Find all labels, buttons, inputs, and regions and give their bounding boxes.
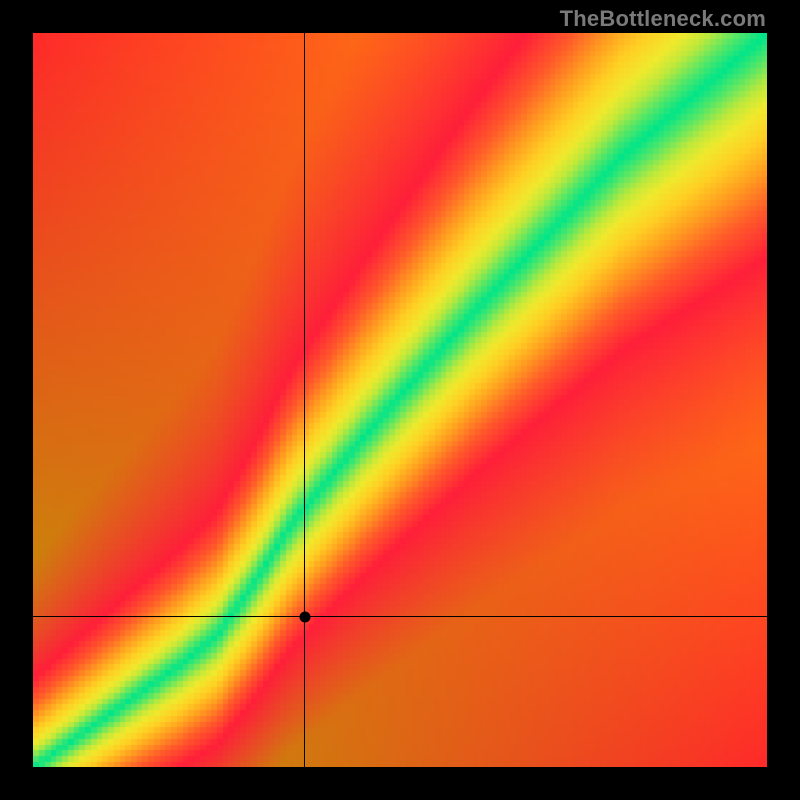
crosshair-marker (299, 611, 310, 622)
chart-container: TheBottleneck.com (0, 0, 800, 800)
plot-area (33, 33, 767, 767)
bottleneck-heatmap (33, 33, 767, 767)
crosshair-horizontal (33, 616, 767, 617)
crosshair-vertical (304, 33, 305, 767)
watermark-text: TheBottleneck.com (560, 6, 766, 32)
